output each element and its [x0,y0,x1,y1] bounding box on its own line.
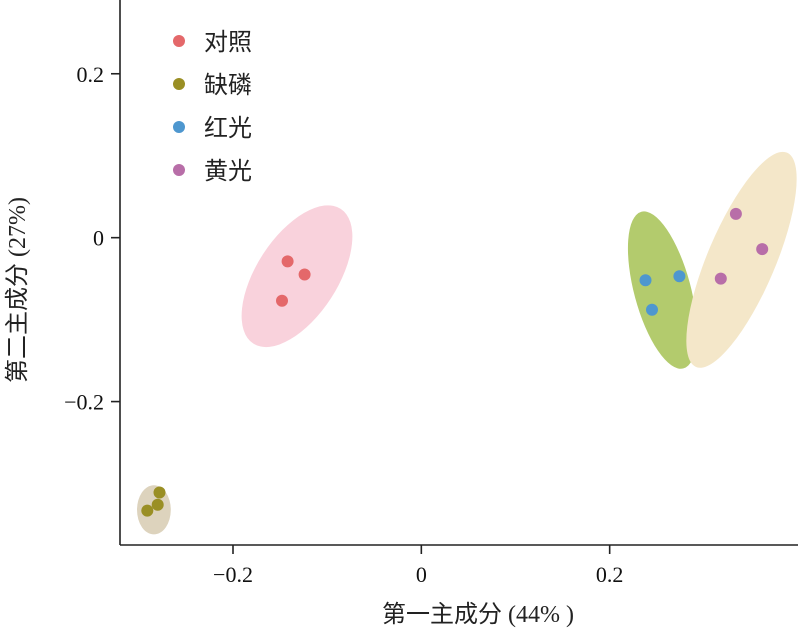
legend-label-1: 缺磷 [204,71,252,99]
x-tick-label-1: 0 [416,562,427,587]
y-axis-ticks: 0.2 0 −0.2 [64,62,120,415]
y-axis-title: 第二主成分 (27%) [4,197,31,383]
data-point-3-0 [729,207,742,220]
x-tick-label-0: −0.2 [213,562,253,587]
cluster-ellipse-2 [627,211,697,369]
data-point-0-0 [281,255,294,268]
x-tick-label-2: 0.2 [596,562,624,587]
x-axis-ticks: −0.2 0 0.2 [213,545,623,587]
legend-marker-3 [173,164,185,176]
legend-marker-0 [173,35,185,47]
cluster-ellipses [137,151,797,535]
data-point-1-1 [151,498,164,511]
data-point-3-2 [714,272,727,285]
data-point-3-1 [756,243,769,256]
legend-label-3: 黄光 [204,157,252,185]
legend-label-2: 红光 [204,114,252,142]
y-tick-label-2: −0.2 [64,390,104,415]
data-point-2-2 [646,303,658,316]
data-point-0-1 [298,268,311,281]
cluster-ellipse-3 [686,151,797,368]
y-tick-label-1: 0 [93,226,104,251]
legend-marker-1 [173,78,185,90]
data-points [141,207,769,517]
data-point-0-2 [276,294,288,307]
data-point-2-0 [639,274,652,287]
data-point-1-2 [141,504,154,517]
x-axis-title: 第一主成分 (44% ) [382,601,574,628]
legend-label-0: 对照 [204,28,252,56]
y-tick-label-0: 0.2 [77,62,105,87]
data-point-2-1 [673,270,686,283]
data-point-1-0 [153,486,166,499]
legend-marker-2 [173,121,185,133]
cluster-ellipse-0 [241,205,353,348]
